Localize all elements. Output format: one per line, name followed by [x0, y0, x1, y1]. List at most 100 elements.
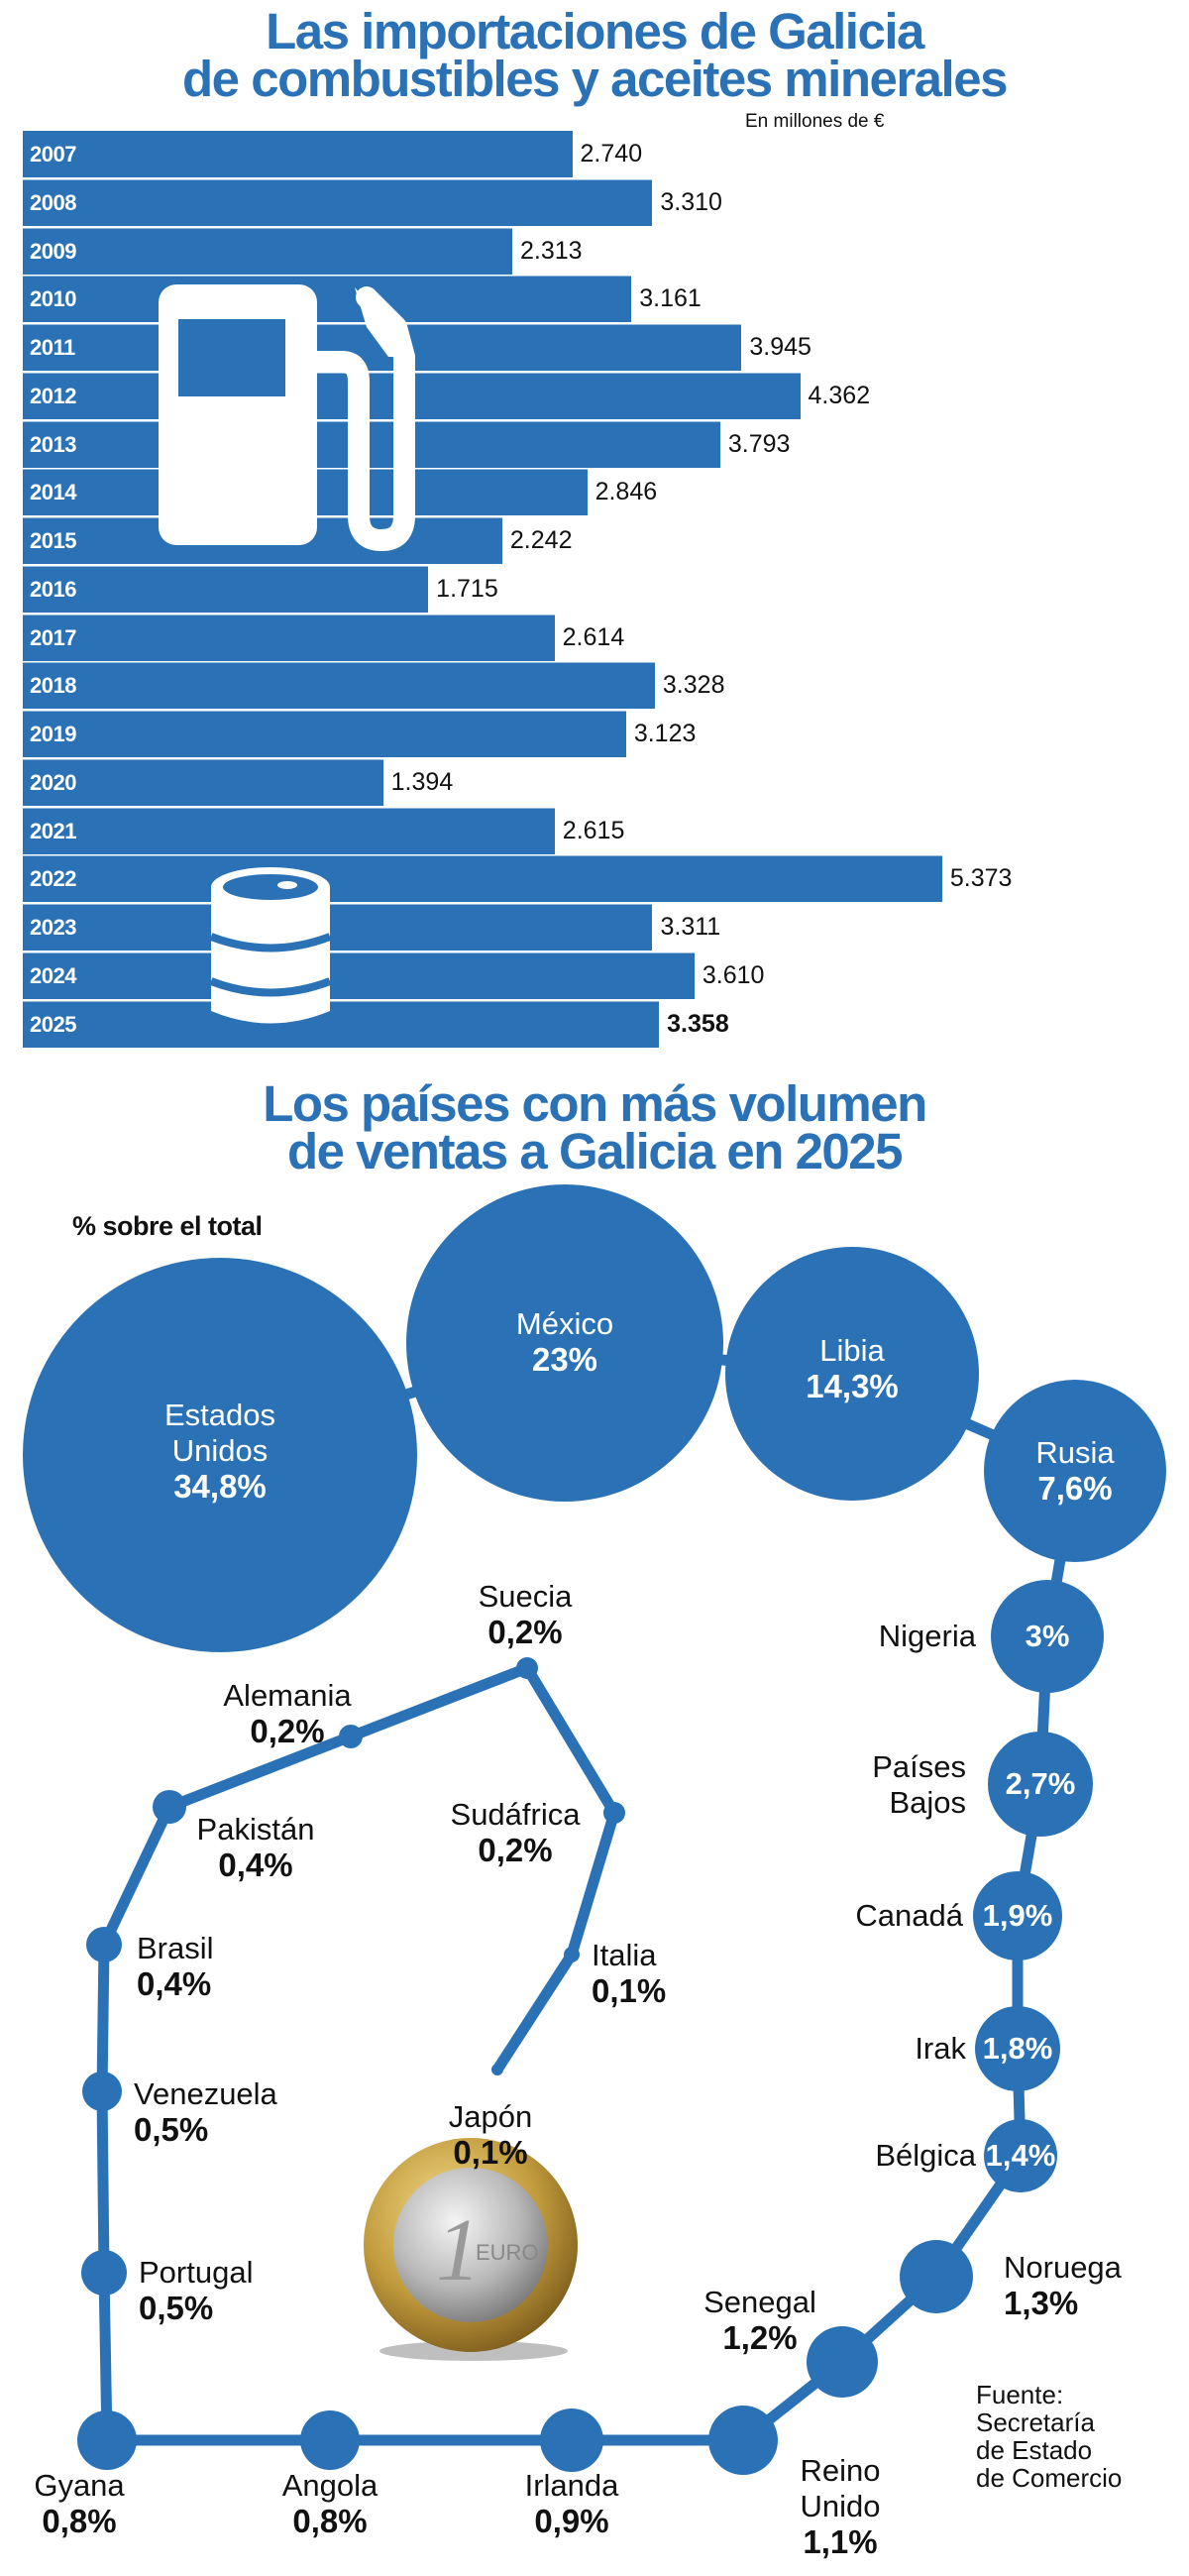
title-line: Las importaciones de Galicia: [266, 3, 924, 59]
country-name: Noruega: [1004, 2250, 1122, 2285]
country-name: Rusia: [1035, 1435, 1115, 1470]
bubble-reino-unido: [708, 2406, 778, 2475]
year-label: 2024: [30, 962, 76, 988]
bar-2008: [23, 178, 653, 226]
country-name: México: [515, 1306, 614, 1341]
value-label: 3.311: [660, 913, 721, 941]
country-name: Irlanda: [524, 2468, 619, 2503]
svg-text:EURO: EURO: [476, 2240, 539, 2265]
country-name: Libia: [819, 1333, 885, 1368]
country-label: Irak: [915, 2031, 966, 2067]
bubble-suecia: [516, 1657, 538, 1679]
country-pct: 0,2%: [250, 1713, 325, 1749]
country-pct: 0,4%: [218, 1847, 293, 1883]
source-line: de Comercio: [976, 2463, 1123, 2493]
value-label: 2.614: [562, 622, 625, 651]
year-label: 2013: [30, 431, 76, 457]
country-pct: 7,6%: [1037, 1470, 1113, 1507]
row-divider: [23, 468, 720, 471]
country-pct: 1,2%: [722, 2319, 798, 2356]
bubble-japón: [491, 2064, 503, 2075]
country-pct: 2,7%: [1005, 1766, 1076, 1801]
country-name: Portugal: [139, 2255, 254, 2290]
country-label: Irlanda 0,9%: [453, 2468, 691, 2539]
country-label: Japón 0,1%: [372, 2099, 609, 2171]
value-label: 2.313: [519, 236, 583, 265]
fuel-pump-icon: [159, 284, 415, 551]
bubble-estados-unidos: [23, 1258, 417, 1652]
bubble-angola: [300, 2410, 360, 2470]
row-divider: [23, 903, 942, 905]
bubble-pakistán: [153, 1790, 186, 1824]
country-label: Estados Unidos 34,8%: [126, 1398, 314, 1505]
country-name: Suecia: [478, 1579, 573, 1614]
country-name: Pakistán: [196, 1812, 315, 1847]
year-label: 2019: [30, 722, 76, 746]
bubble-sudáfrica: [603, 1802, 625, 1824]
country-name: Bélgica: [875, 2138, 976, 2173]
chart-title-countries: Los países con más volumen de ventas a G…: [0, 1078, 1189, 1176]
country-label: Angola 0,8%: [211, 2468, 449, 2539]
country-name: Reino Unido: [800, 2453, 881, 2523]
country-label: Portugal 0,5%: [139, 2255, 253, 2326]
value-label: 2.740: [580, 140, 643, 168]
bubble-bélgica: [984, 2119, 1057, 2192]
chart-title-imports: Las importaciones de Galicia de combusti…: [0, 3, 1189, 107]
oil-barrel-icon: [209, 867, 332, 1024]
row-divider: [23, 951, 695, 953]
year-label: 2016: [30, 576, 76, 602]
country-name: Irak: [915, 2031, 966, 2066]
country-pct: 0,8%: [42, 2503, 117, 2539]
value-label: 2.615: [562, 816, 625, 844]
bar-2010: [23, 276, 632, 323]
country-label: Rusia 7,6%: [956, 1435, 1189, 1507]
country-pct: 23%: [531, 1341, 598, 1378]
row-divider: [23, 613, 555, 616]
value-label: 2.846: [594, 478, 658, 506]
bubble-libia: [725, 1247, 979, 1501]
country-label: Reino Unido 1,1%: [786, 2453, 895, 2560]
country-label: Italia 0,1%: [592, 1938, 666, 2009]
row-divider: [23, 177, 653, 180]
bubble-nigeria: [991, 1580, 1104, 1693]
bubble-gyana: [77, 2410, 137, 2470]
bar-2025: [23, 1000, 660, 1048]
country-name: Brasil: [137, 1931, 214, 1965]
measure-label: % sobre el total: [72, 1211, 263, 1241]
bar-2013: [23, 420, 720, 468]
bar-2016: [23, 565, 429, 613]
year-label: 2022: [30, 866, 76, 892]
source-line: de Estado: [976, 2435, 1093, 2465]
value-label: 3.161: [639, 284, 702, 313]
country-pct: 0,5%: [139, 2290, 214, 2326]
bubble-italia: [564, 1947, 580, 1962]
country-label: Noruega 1,3%: [1004, 2250, 1122, 2321]
year-label: 2015: [30, 528, 76, 553]
bubble-méxico: [406, 1184, 723, 1502]
country-label: Brasil 0,4%: [137, 1931, 214, 2002]
country-label: Gyana 0,8%: [0, 2468, 198, 2539]
country-label: Venezuela 0,5%: [134, 2076, 277, 2148]
country-name: Nigeria: [878, 1619, 976, 1653]
svg-text:1: 1: [436, 2201, 481, 2299]
country-pct: 0,8%: [292, 2503, 368, 2539]
country-pct: 0,1%: [453, 2134, 528, 2171]
country-name: Italia: [592, 1938, 657, 1972]
bar-2009: [23, 227, 512, 275]
value-label: 1.394: [390, 767, 454, 796]
row-divider: [23, 999, 695, 1002]
country-name: Países Bajos: [872, 1749, 966, 1820]
value-label: 3.358: [667, 1009, 729, 1038]
bar-2007: [23, 131, 573, 177]
country-pct: 1,4%: [985, 2138, 1056, 2173]
value-label: 1.715: [436, 574, 498, 603]
country-name: Canadá: [855, 1898, 963, 1933]
country-pct: 1,3%: [1004, 2285, 1079, 2321]
bubble-países-bajos: [988, 1732, 1093, 1837]
bar-chart-icons: [159, 284, 415, 1024]
source-line: Fuente:: [976, 2380, 1064, 2409]
year-label: 2011: [30, 335, 75, 360]
value-label: 3.310: [660, 187, 722, 216]
title-line: de combustibles y aceites minerales: [182, 51, 1008, 107]
